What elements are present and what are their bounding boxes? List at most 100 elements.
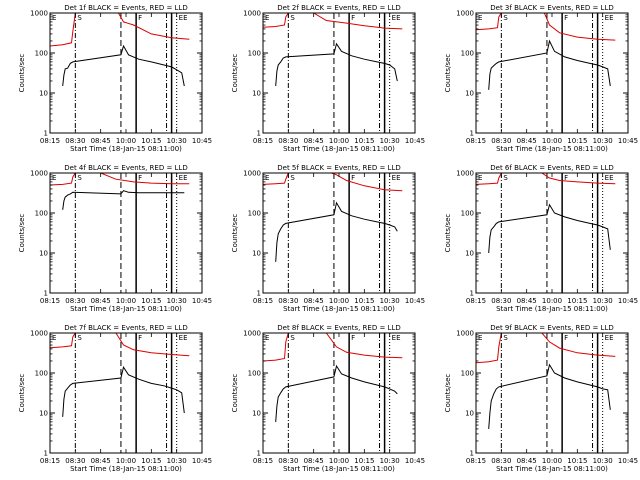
series-events xyxy=(488,363,611,429)
y-tick-label: 100 xyxy=(248,50,261,58)
y-tick-label: 1000 xyxy=(243,170,261,178)
marker-label-bg xyxy=(264,14,270,21)
series-lld xyxy=(50,13,190,47)
x-tick-label: 08:15 xyxy=(253,457,273,465)
marker-label-bg xyxy=(76,174,83,181)
x-tick-label: 10:15 xyxy=(567,137,587,145)
marker-label: S xyxy=(77,174,82,182)
x-tick-label: 10:15 xyxy=(354,297,374,305)
marker-label: EE xyxy=(605,334,614,342)
marker-label-bg xyxy=(390,174,403,181)
y-tick-label: 10 xyxy=(465,250,474,258)
x-tick-label: 08:30 xyxy=(65,297,85,305)
y-tick-label: 1 xyxy=(257,450,261,458)
marker-label: E xyxy=(478,334,482,342)
panel-det-4: Det 4f BLACK = Events, RED = LLD E S F EE 1 10… xyxy=(18,164,212,313)
x-tick-label: 10:15 xyxy=(354,137,374,145)
y-tick-label: 10 xyxy=(252,90,261,98)
y-tick-label: 1 xyxy=(44,130,48,138)
y-axis-label: Counts/sec xyxy=(231,374,239,413)
x-tick-label: 10:45 xyxy=(618,457,638,465)
y-tick-label: 10 xyxy=(465,410,474,418)
x-axis-label: Start Time (18-Jan-15 08:11:00) xyxy=(70,305,182,313)
y-tick-label: 10 xyxy=(39,410,48,418)
marker-label-bg xyxy=(502,174,509,181)
marker-label-bg xyxy=(563,14,570,21)
panel-det-5: Det 5f BLACK = Events, RED = LLD E S F EE 1 10… xyxy=(231,164,425,313)
y-axis-label: Counts/sec xyxy=(444,214,452,253)
series-lld xyxy=(263,333,403,362)
marker-label-bg xyxy=(603,174,616,181)
y-tick-label: 10 xyxy=(39,90,48,98)
series-lld xyxy=(50,173,190,186)
x-tick-label: 10:00 xyxy=(116,297,136,305)
marker-label: S xyxy=(77,334,82,342)
marker-label: S xyxy=(503,174,508,182)
marker-label: S xyxy=(503,14,508,22)
panel-title: Det 4f BLACK = Events, RED = LLD xyxy=(64,164,187,172)
panel-title: Det 7f BLACK = Events, RED = LLD xyxy=(64,324,187,332)
y-tick-label: 1000 xyxy=(456,10,474,18)
x-tick-label: 10:00 xyxy=(116,137,136,145)
panel-det-9: Det 9f BLACK = Events, RED = LLD E S F EE 1 10… xyxy=(444,324,638,473)
x-tick-label: 10:30 xyxy=(593,457,613,465)
y-axis-label: Counts/sec xyxy=(444,374,452,413)
x-tick-label: 08:30 xyxy=(65,137,85,145)
x-tick-label: 10:45 xyxy=(618,297,638,305)
y-tick-label: 1 xyxy=(44,450,48,458)
y-tick-label: 1 xyxy=(470,450,474,458)
marker-label: S xyxy=(290,334,295,342)
panel-title: Det 2f BLACK = Events, RED = LLD xyxy=(277,4,400,12)
x-tick-label: 10:15 xyxy=(567,297,587,305)
x-tick-label: 10:00 xyxy=(329,137,349,145)
x-tick-label: 10:30 xyxy=(593,137,613,145)
x-tick-label: 10:00 xyxy=(542,137,562,145)
x-tick-label: 10:00 xyxy=(116,457,136,465)
marker-label-bg xyxy=(76,14,83,21)
marker-label: EE xyxy=(605,174,614,182)
marker-label: S xyxy=(503,334,508,342)
marker-label-bg xyxy=(51,334,57,341)
marker-label: S xyxy=(77,14,82,22)
marker-label: EE xyxy=(605,14,614,22)
x-tick-label: 08:30 xyxy=(491,137,511,145)
marker-label-bg xyxy=(563,174,570,181)
x-axis-label: Start Time (18-Jan-15 08:11:00) xyxy=(496,465,608,473)
plot-frame xyxy=(262,332,416,454)
y-tick-label: 1000 xyxy=(456,170,474,178)
y-tick-label: 100 xyxy=(248,210,261,218)
marker-label: F xyxy=(351,174,355,182)
y-tick-label: 100 xyxy=(461,370,474,378)
marker-label: E xyxy=(265,14,269,22)
marker-label-bg xyxy=(477,334,483,341)
marker-label-bg xyxy=(289,334,296,341)
x-tick-label: 08:15 xyxy=(466,137,486,145)
plot-frame xyxy=(49,332,203,454)
marker-label-bg xyxy=(51,14,57,21)
marker-label-bg xyxy=(137,14,144,21)
series-events xyxy=(488,203,611,254)
panel-det-3: Det 3f BLACK = Events, RED = LLD E S F EE 1 10… xyxy=(444,4,638,153)
panel-title: Det 9f BLACK = Events, RED = LLD xyxy=(490,324,613,332)
marker-label-bg xyxy=(563,334,570,341)
y-axis-label: Counts/sec xyxy=(18,214,26,253)
series-lld xyxy=(50,333,190,357)
series-lld xyxy=(476,173,616,185)
marker-label: EE xyxy=(392,334,401,342)
x-tick-label: 08:45 xyxy=(91,297,111,305)
marker-label-bg xyxy=(137,174,144,181)
plot-frame xyxy=(262,12,416,134)
marker-label: E xyxy=(265,174,269,182)
plot-frame xyxy=(475,12,629,134)
y-axis-label: Counts/sec xyxy=(18,54,26,93)
panel-det-7: Det 7f BLACK = Events, RED = LLD E S F EE 1 10… xyxy=(18,324,212,473)
plot-frame xyxy=(475,172,629,294)
marker-label-bg xyxy=(350,334,357,341)
marker-label-bg xyxy=(502,14,509,21)
x-axis-label: Start Time (18-Jan-15 08:11:00) xyxy=(496,305,608,313)
marker-label: F xyxy=(138,334,142,342)
y-axis-label: Counts/sec xyxy=(18,374,26,413)
marker-label: EE xyxy=(392,14,401,22)
marker-label: E xyxy=(52,174,56,182)
